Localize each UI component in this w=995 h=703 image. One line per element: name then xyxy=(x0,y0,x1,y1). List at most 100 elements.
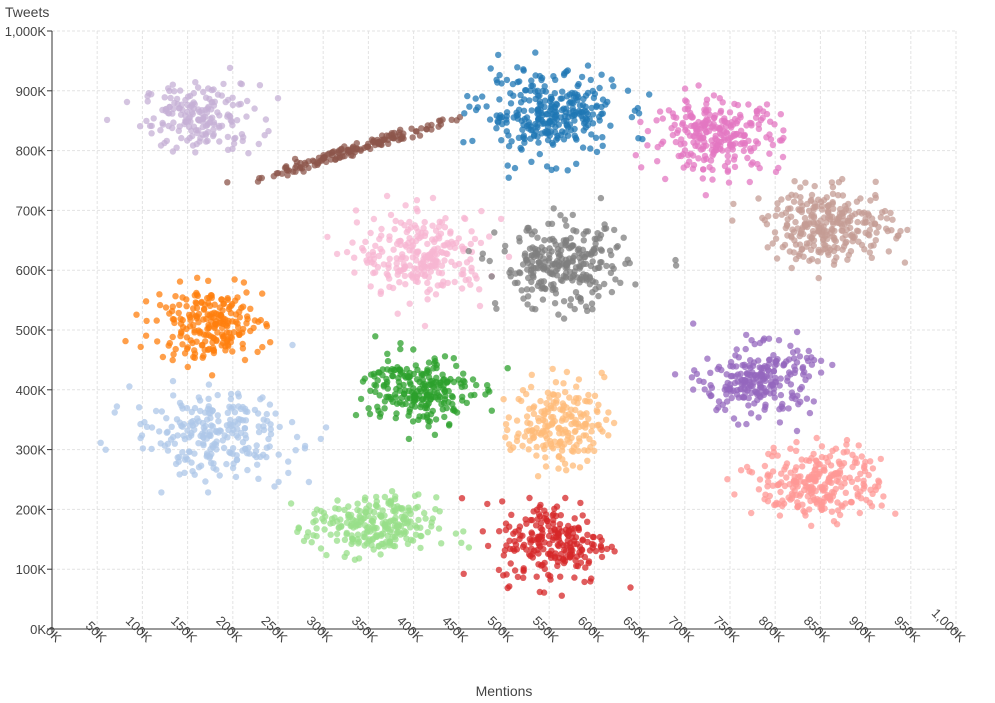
scatter-point xyxy=(588,300,596,307)
scatter-point xyxy=(517,532,524,539)
scatter-point xyxy=(513,437,521,445)
scatter-point xyxy=(730,200,737,208)
scatter-point xyxy=(275,478,282,486)
scatter-point xyxy=(176,471,183,478)
scatter-series xyxy=(724,434,899,529)
scatter-point xyxy=(402,202,409,209)
scatter-point xyxy=(415,516,422,524)
scatter-point xyxy=(263,410,270,418)
scatter-point xyxy=(171,440,178,447)
scatter-point xyxy=(255,423,262,430)
scatter-point xyxy=(143,117,150,125)
scatter-point xyxy=(323,551,330,559)
scatter-point xyxy=(502,434,509,441)
scatter-point xyxy=(653,117,660,124)
scatter-point xyxy=(731,163,739,171)
scatter-point xyxy=(484,542,492,550)
scatter-point xyxy=(469,137,476,145)
scatter-point xyxy=(617,279,624,286)
scatter-point xyxy=(588,248,596,255)
scatter-point xyxy=(352,517,359,525)
scatter-point xyxy=(766,150,773,157)
scatter-point xyxy=(858,453,865,460)
scatter-point xyxy=(576,548,583,556)
scatter-point xyxy=(748,469,756,476)
scatter-point xyxy=(681,106,689,113)
x-tick-labels: 0K 50K 100K 150K 200K 250K 300K 350K 400K 450K 500… xyxy=(43,605,969,645)
scatter-point xyxy=(580,230,587,238)
scatter-point xyxy=(687,113,694,120)
scatter-point xyxy=(210,86,217,93)
scatter-point xyxy=(188,408,195,416)
scatter-point xyxy=(549,365,556,373)
scatter-point xyxy=(575,435,583,442)
scatter-point xyxy=(608,76,615,83)
scatter-point xyxy=(185,448,193,455)
scatter-point xyxy=(195,440,202,447)
scatter-point xyxy=(372,333,379,340)
scatter-point xyxy=(210,349,218,357)
scatter-point xyxy=(455,376,462,383)
scatter-point xyxy=(740,394,747,401)
scatter-point xyxy=(834,192,842,199)
scatter-point xyxy=(261,132,268,139)
scatter-point xyxy=(436,379,443,386)
scatter-point xyxy=(190,321,197,329)
scatter-point xyxy=(776,406,783,413)
scatter-point xyxy=(178,134,185,142)
scatter-point xyxy=(218,296,225,303)
scatter-point xyxy=(204,489,212,496)
scatter-point xyxy=(551,525,558,533)
scatter-point xyxy=(829,190,837,197)
scatter-point xyxy=(681,85,689,92)
scatter-point xyxy=(191,350,199,357)
scatter-point xyxy=(435,525,443,532)
scatter-point xyxy=(546,118,553,126)
scatter-point xyxy=(341,506,348,514)
scatter-point xyxy=(824,249,832,256)
scatter-point xyxy=(796,241,804,248)
scatter-point xyxy=(867,197,874,204)
scatter-point xyxy=(220,444,228,452)
scatter-point xyxy=(366,410,374,418)
scatter-point xyxy=(536,72,543,80)
scatter-series xyxy=(352,333,511,443)
scatter-point xyxy=(571,125,578,133)
scatter-point xyxy=(465,247,472,255)
scatter-point xyxy=(799,463,806,470)
scatter-point xyxy=(425,262,433,269)
scatter-point xyxy=(188,109,196,116)
scatter-point xyxy=(202,138,210,145)
scatter-point xyxy=(407,524,414,531)
scatter-point xyxy=(239,447,246,454)
scatter-point xyxy=(693,370,701,378)
scatter-point xyxy=(198,107,206,114)
scatter-point xyxy=(133,311,140,318)
scatter-point xyxy=(785,194,792,201)
scatter-point xyxy=(552,123,559,131)
scatter-point xyxy=(709,176,716,183)
scatter-point xyxy=(367,387,374,394)
scatter-point xyxy=(244,408,251,415)
scatter-point xyxy=(229,121,236,129)
scatter-point xyxy=(372,269,379,276)
scatter-point xyxy=(189,339,196,347)
scatter-point xyxy=(272,410,279,417)
scatter-point xyxy=(563,105,570,112)
scatter-point xyxy=(464,92,471,100)
scatter-point xyxy=(351,254,358,261)
scatter-point xyxy=(527,516,534,524)
scatter-point xyxy=(537,102,545,109)
scatter-point xyxy=(178,101,185,108)
scatter-point xyxy=(802,512,809,519)
scatter-point xyxy=(409,274,416,281)
scatter-point xyxy=(370,251,377,259)
scatter-point xyxy=(195,327,202,334)
scatter-point xyxy=(589,422,596,430)
scatter-point xyxy=(528,77,535,84)
scatter-point xyxy=(530,410,538,417)
scatter-point xyxy=(337,516,344,523)
scatter-point xyxy=(599,96,607,103)
scatter-point xyxy=(792,218,799,226)
scatter-point xyxy=(420,267,428,275)
